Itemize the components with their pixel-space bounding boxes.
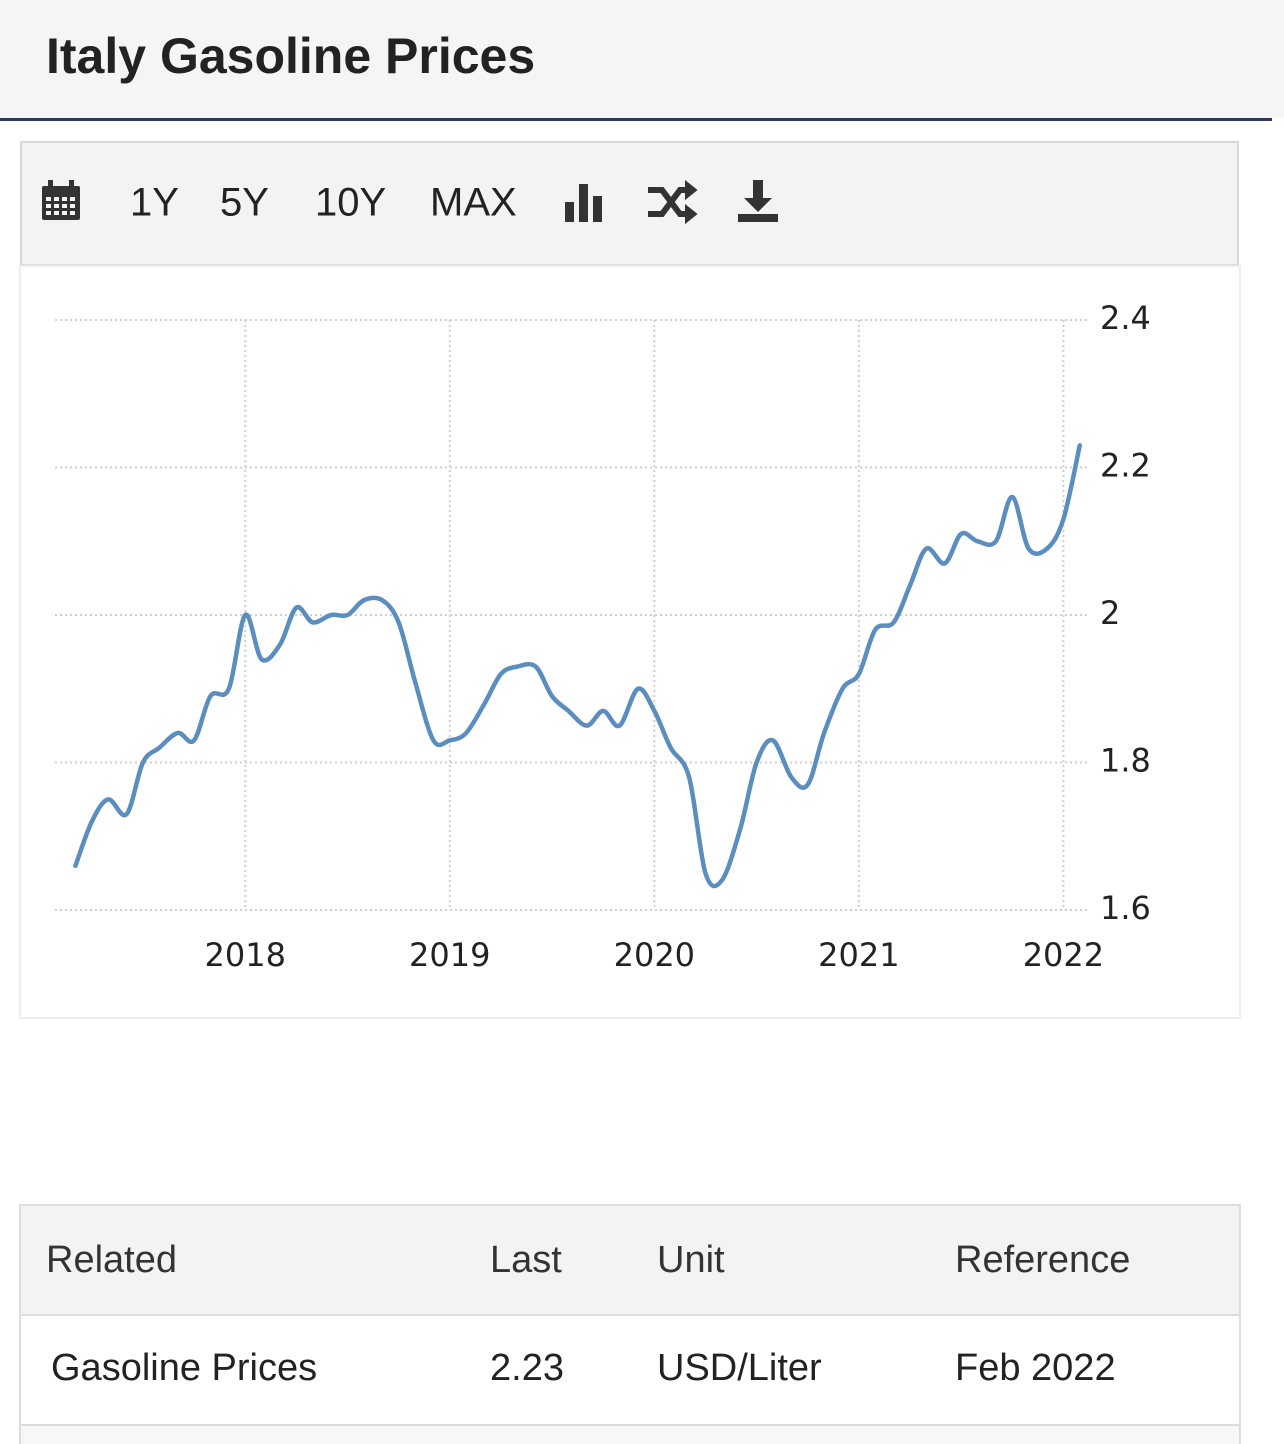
- chart-panel: [19, 265, 1241, 1019]
- column-header: Last: [490, 1239, 562, 1281]
- table-header: [19, 1204, 1241, 1316]
- x-tick-label: 2019: [409, 936, 490, 974]
- column-header: Reference: [955, 1239, 1130, 1281]
- calendar-button[interactable]: [42, 180, 80, 220]
- range-button[interactable]: 1Y: [130, 181, 179, 225]
- table-row: [19, 1424, 1241, 1444]
- chart-type-button[interactable]: [565, 184, 602, 222]
- range-button[interactable]: 5Y: [220, 181, 269, 225]
- table-row: [19, 1314, 1241, 1426]
- header-bg: [0, 0, 1284, 118]
- range-button[interactable]: MAX: [430, 181, 517, 225]
- x-tick-label: 2018: [205, 936, 286, 974]
- header-rule: [0, 118, 1272, 121]
- column-header: Unit: [657, 1239, 725, 1281]
- y-tick-label: 2.4: [1100, 299, 1151, 337]
- compare-button[interactable]: [648, 179, 698, 225]
- page-title: Italy Gasoline Prices: [46, 28, 535, 84]
- y-tick-label: 1.8: [1100, 742, 1151, 780]
- y-tick-label: 2: [1100, 594, 1120, 632]
- x-tick-label: 2020: [614, 936, 695, 974]
- table-cell: USD/Liter: [657, 1347, 822, 1389]
- download-button[interactable]: [738, 180, 778, 222]
- price-line: [73, 443, 1083, 889]
- table-cell: Feb 2022: [955, 1347, 1116, 1389]
- toolbar: [20, 141, 1239, 266]
- y-tick-label: 2.2: [1100, 447, 1151, 485]
- column-header: Related: [46, 1239, 177, 1281]
- table-cell[interactable]: Gasoline Prices: [51, 1347, 317, 1389]
- chart: 1.6 1.8 2 2.2 2.4 2018 2019 2020 2021 2022: [55, 299, 1151, 974]
- y-tick-label: 1.6: [1100, 889, 1151, 927]
- range-button[interactable]: 10Y: [315, 181, 386, 225]
- x-tick-label: 2021: [818, 936, 899, 974]
- table-cell: 2.23: [490, 1347, 564, 1389]
- x-tick-label: 2022: [1023, 936, 1104, 974]
